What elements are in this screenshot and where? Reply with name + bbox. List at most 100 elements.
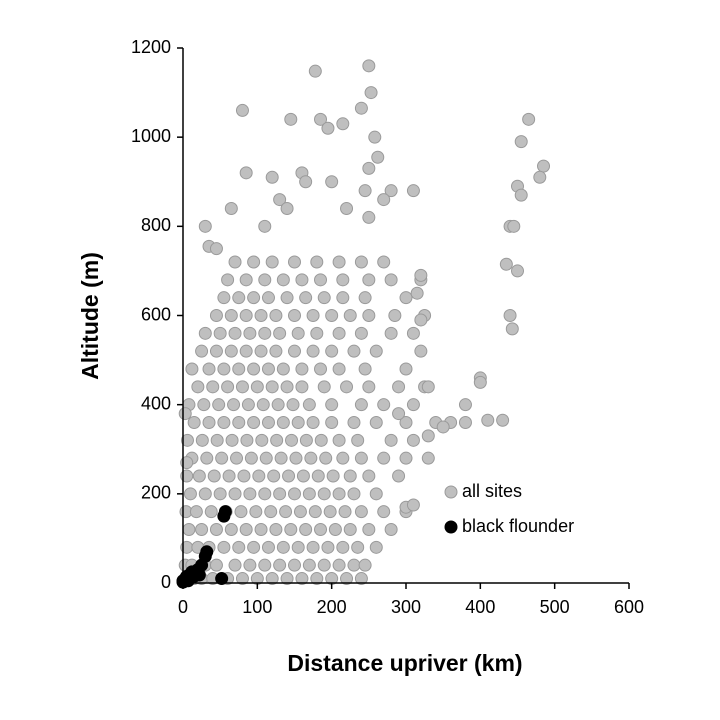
- point: [507, 219, 521, 233]
- point: [347, 344, 361, 358]
- y-axis-title: Altitude (m): [77, 252, 103, 380]
- point: [254, 344, 268, 358]
- point: [364, 86, 378, 100]
- point: [358, 362, 372, 376]
- point: [254, 523, 268, 536]
- point: [332, 362, 346, 376]
- point: [377, 398, 391, 412]
- point: [285, 433, 299, 447]
- point: [230, 451, 244, 465]
- point: [306, 344, 320, 358]
- point: [198, 487, 212, 501]
- point: [227, 398, 241, 412]
- point: [265, 380, 279, 394]
- point: [228, 326, 242, 340]
- point: [358, 558, 372, 572]
- point: [209, 242, 223, 256]
- point: [325, 398, 339, 412]
- point: [273, 326, 287, 340]
- point: [252, 469, 266, 483]
- point: [338, 505, 352, 519]
- point: [215, 451, 229, 465]
- point: [276, 540, 290, 554]
- point: [267, 469, 281, 483]
- point: [239, 273, 253, 287]
- point: [178, 407, 192, 421]
- point: [399, 362, 413, 376]
- point: [276, 416, 290, 429]
- point: [458, 398, 472, 412]
- point: [291, 540, 305, 554]
- point: [323, 505, 337, 519]
- point: [243, 487, 257, 501]
- point: [271, 398, 285, 412]
- point: [182, 523, 196, 536]
- point: [354, 572, 368, 586]
- point: [358, 184, 372, 198]
- point: [284, 112, 298, 126]
- point: [314, 112, 328, 126]
- x-tick-label: 200: [317, 597, 347, 617]
- point: [222, 469, 236, 483]
- point: [321, 540, 335, 554]
- point: [295, 572, 309, 586]
- point: [295, 380, 309, 394]
- point: [317, 380, 331, 394]
- point: [481, 413, 495, 427]
- point: [232, 362, 246, 376]
- point: [234, 505, 248, 519]
- point: [261, 291, 275, 305]
- point: [304, 451, 318, 465]
- point: [505, 322, 519, 336]
- point: [192, 568, 206, 582]
- point: [399, 451, 413, 465]
- point: [343, 309, 357, 322]
- point: [377, 505, 391, 519]
- point: [354, 505, 368, 519]
- point: [258, 326, 272, 340]
- point: [224, 344, 238, 358]
- point: [264, 505, 278, 519]
- point: [250, 380, 264, 394]
- point: [288, 487, 301, 501]
- point: [314, 273, 328, 287]
- point: [265, 572, 279, 586]
- point: [209, 558, 223, 572]
- point: [228, 255, 242, 269]
- point: [255, 433, 269, 447]
- point: [496, 413, 510, 427]
- point: [302, 558, 316, 572]
- legend-marker: [444, 485, 458, 499]
- point: [388, 309, 402, 322]
- point: [256, 398, 270, 412]
- point: [224, 202, 238, 215]
- point: [244, 451, 258, 465]
- point: [299, 523, 313, 536]
- point: [217, 416, 231, 429]
- y-tick-label: 200: [141, 483, 171, 503]
- point: [369, 540, 383, 554]
- point: [369, 344, 383, 358]
- point: [299, 291, 313, 305]
- point: [406, 184, 420, 198]
- point: [200, 451, 214, 465]
- point: [384, 273, 398, 287]
- point: [221, 273, 235, 287]
- point: [421, 451, 435, 465]
- point: [180, 433, 194, 447]
- point: [265, 255, 279, 269]
- point: [235, 103, 249, 117]
- point: [291, 416, 305, 429]
- point: [279, 505, 293, 519]
- point: [336, 273, 350, 287]
- point: [254, 309, 268, 322]
- point: [225, 433, 239, 447]
- point: [239, 309, 253, 322]
- y-tick-label: 400: [141, 393, 171, 413]
- y-tick-label: 600: [141, 304, 171, 324]
- point: [377, 193, 391, 207]
- point: [362, 309, 376, 322]
- point: [371, 150, 385, 164]
- point: [228, 487, 242, 501]
